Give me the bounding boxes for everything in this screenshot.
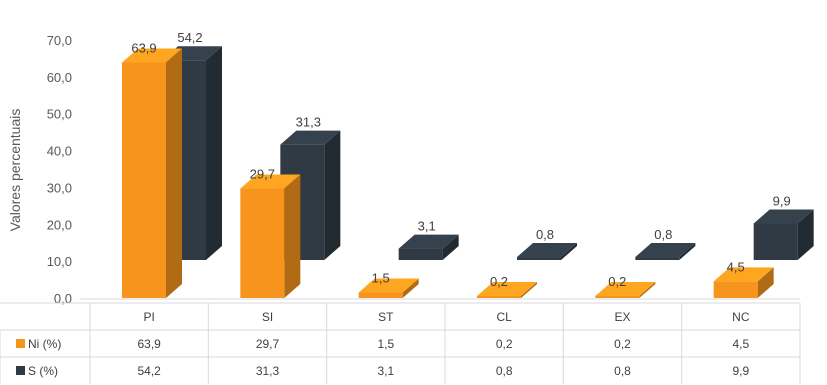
bars [122,46,814,299]
bar-nc-ni-side [757,267,774,298]
bar-nc-s-front [753,223,798,260]
table-header-pi: PI [143,310,154,324]
table-cell: 3,1 [377,364,394,378]
y-tick-label: 50,0 [47,107,72,122]
table-cell: 29,7 [256,337,280,351]
bar-st-s-side [442,234,459,260]
table-cell: 0,8 [614,364,631,378]
bar-ex-s [635,243,696,260]
table-cell: 0,2 [614,337,631,351]
bar-nc-ni [713,267,774,298]
bar-st-s-front [398,248,443,260]
table-cell: 31,3 [256,364,280,378]
bar-si-s-top [280,130,341,145]
table-header-ex: EX [614,310,630,324]
bar-si-ni-side [284,174,301,298]
legend-name: S (%) [28,364,58,378]
bar-nc-s [753,209,814,260]
bar-pi-ni-front [122,62,166,299]
table-cell: 54,2 [137,364,161,378]
value-label-ni-st: 1,5 [372,270,390,285]
bar-si-ni [240,174,301,298]
table-cell: 63,9 [137,337,161,351]
y-tick-label: 40,0 [47,144,72,159]
legend-key [16,339,25,348]
bar-ex-ni-front [595,296,640,298]
data-table: PI SI ST CL EX NC Ni (%) 63,9 29,7 1,5 0,2 0,2 4,5 S … [0,302,801,384]
bar-pi-ni-top [122,48,182,63]
y-tick-label: 30,0 [47,180,72,195]
value-label-ni-si: 29,7 [250,167,275,182]
bar-ex-ni-top [595,282,656,296]
bar-si-ni-top [240,174,301,189]
y-tick-label: 70,0 [47,33,72,48]
bar-cl-ni-front [477,296,521,298]
value-label-s-nc: 9,9 [773,194,791,209]
value-label-ni-ex: 0,2 [608,274,626,289]
value-label-ni-pi: 63,9 [131,40,156,55]
y-tick-label: 20,0 [47,217,72,232]
bar-nc-ni-front [713,281,758,298]
bar-pi-s-side [206,46,222,261]
bar-ex-ni [595,282,656,298]
value-label-s-ex: 0,8 [654,227,672,242]
y-ticks: 0,0 10,0 20,0 30,0 40,0 50,0 60,0 70,0 [47,33,72,306]
bar-nc-s-top [753,209,814,224]
bar-nc-s-side [797,209,814,260]
bar-ex-s-side [679,243,696,260]
bar-si-ni-front [240,188,285,298]
bar-st-ni-side [402,278,419,298]
bar-nc-ni-top [713,267,774,282]
y-tick-label: 60,0 [47,70,72,85]
y-tick-label: 10,0 [47,254,72,269]
table-cell: 0,8 [496,364,513,378]
value-label-s-cl: 0,8 [536,227,554,242]
bar-ex-s-top [635,243,696,258]
legend-key [16,366,25,375]
bar-cl-ni-side [521,282,537,298]
table-cell: 4,5 [732,337,749,351]
value-labels: 54,2 63,9 31,3 29,7 3,1 1,5 0,8 0,2 0,8 0,2 9,9 4,5 [131,30,790,289]
value-label-ni-cl: 0,2 [490,274,508,289]
table-header-nc: NC [732,310,750,324]
bar-cl-ni [477,282,537,298]
table-header-st: ST [378,310,394,324]
bar-ex-s-front [635,257,680,260]
bar-pi-ni [122,48,182,299]
bar-cl-s-top [517,243,577,258]
value-label-ni-nc: 4,5 [727,259,745,274]
bar-pi-ni-side [166,48,182,299]
bar-st-s [398,234,459,260]
bar-cl-s-front [517,257,561,260]
bar-cl-s [517,243,577,260]
bar-st-ni-front [358,292,403,298]
y-axis-label: Valores percentuais [7,109,23,232]
value-label-s-si: 31,3 [296,115,321,130]
table-cell: 1,5 [377,337,394,351]
table-cell: 0,2 [496,337,513,351]
bar-cl-s-side [561,243,577,260]
value-label-s-st: 3,1 [418,219,436,234]
bar-st-s-top [398,234,459,249]
table-cell: 9,9 [732,364,749,378]
table-header-si: SI [262,310,273,324]
y-tick-label: 0,0 [54,291,72,306]
legend-name: Ni (%) [28,337,61,351]
bar-st-ni [358,278,419,298]
value-label-s-pi: 54,2 [177,30,202,45]
bar-st-ni-top [358,278,419,293]
table-header-cl: CL [496,310,512,324]
bar-ex-ni-side [639,282,656,298]
bar-si-s-side [324,130,341,260]
bar-cl-ni-top [477,282,537,296]
